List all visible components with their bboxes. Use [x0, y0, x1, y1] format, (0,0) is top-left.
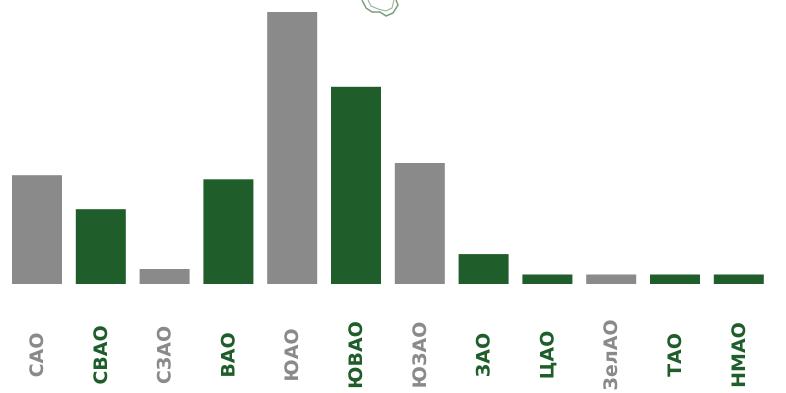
- x-tick-label-7: ЗАО: [473, 333, 495, 377]
- x-tick-label-4: ЮАО: [281, 328, 303, 381]
- bar-9: [586, 274, 637, 284]
- bar-10: [650, 274, 700, 284]
- bar-1: [75, 209, 126, 284]
- x-tick-label-1: СВАО: [90, 325, 112, 384]
- x-tick-labels: САО СВАО СЗАО ВАО ЮАО ЮВАО ЮЗАО ЗАО ЦАО ЗелАО ТАО Н…: [26, 319, 750, 390]
- bar-6: [394, 163, 445, 284]
- bar-5: [331, 86, 381, 284]
- bar-3: [203, 179, 254, 284]
- x-tick-label-9: ЗелАО: [600, 319, 622, 390]
- x-tick-label-11: НМАО: [728, 322, 750, 388]
- bar-8: [522, 274, 573, 284]
- bar-0: [12, 175, 62, 284]
- x-tick-label-6: ЮЗАО: [409, 322, 431, 389]
- x-tick-label-5: ЮВАО: [345, 321, 367, 389]
- map-outline-icon: [361, 0, 399, 17]
- x-tick-label-10: ТАО: [664, 333, 686, 377]
- bars-group: [12, 12, 764, 284]
- x-tick-label-3: ВАО: [217, 332, 239, 377]
- x-tick-label-0: САО: [26, 333, 48, 378]
- bar-7: [458, 254, 509, 284]
- bar-11: [713, 274, 764, 284]
- bar-4: [267, 12, 318, 284]
- x-tick-label-8: ЦАО: [536, 331, 558, 379]
- bar-2: [139, 269, 190, 284]
- x-tick-label-2: СЗАО: [154, 326, 176, 384]
